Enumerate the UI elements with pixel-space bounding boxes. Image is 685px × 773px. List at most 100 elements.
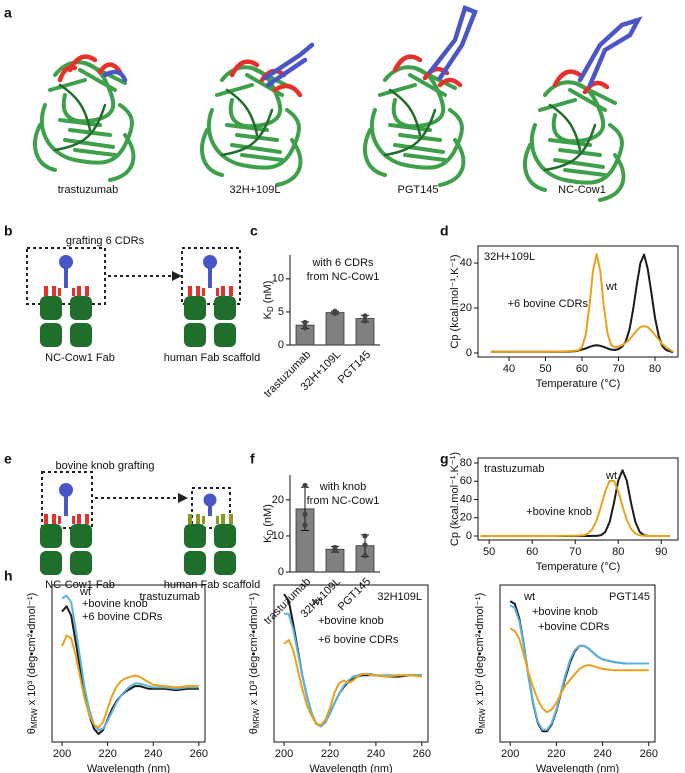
y-axis-label: θMRW x 10³ (deg•cm²•dmol⁻¹) bbox=[248, 593, 261, 735]
data-point bbox=[302, 482, 308, 489]
chart-annotation: trastuzumab bbox=[139, 591, 200, 603]
x-tick-label: PGT145 bbox=[336, 576, 373, 613]
antibody bbox=[184, 493, 236, 575]
cdr-loops bbox=[552, 69, 610, 95]
structure-label: PGT145 bbox=[398, 184, 439, 196]
structure-label: NC-Cow1 bbox=[558, 184, 606, 196]
x-tick-label: 60 bbox=[526, 546, 538, 558]
x-tick-label: 200 bbox=[501, 748, 519, 760]
x-axis-label: Temperature (°C) bbox=[536, 561, 620, 573]
antibody bbox=[40, 255, 92, 347]
structure-ribbon bbox=[33, 60, 136, 183]
data-point bbox=[362, 542, 368, 548]
structure-label: 32H+109L bbox=[229, 184, 280, 196]
y-axis-label-sub: MRW bbox=[30, 708, 39, 728]
plot-frame bbox=[51, 584, 206, 743]
antibody bbox=[40, 483, 92, 575]
y-tick-label: 0 bbox=[278, 566, 284, 578]
series-label: wt bbox=[605, 281, 617, 293]
data-point bbox=[302, 319, 308, 326]
chart-annotation: PGT145 bbox=[609, 591, 650, 603]
diagram-target: human Fab scaffold bbox=[164, 352, 260, 364]
series-label: +bovine knob bbox=[526, 506, 592, 518]
structure-label: trastuzumab bbox=[58, 184, 119, 196]
panel-letter: c bbox=[250, 223, 258, 239]
x-tick-label: 220 bbox=[321, 748, 339, 760]
x-tick-label: 80 bbox=[612, 546, 624, 558]
x-tick-label: 220 bbox=[547, 748, 565, 760]
x-axis-label: Wavelength (nm) bbox=[536, 763, 619, 773]
panel-letter: a bbox=[4, 5, 12, 21]
panel-letter: g bbox=[440, 451, 449, 467]
y-axis-label: KD (nM) bbox=[262, 281, 275, 320]
plot-frame bbox=[477, 245, 679, 358]
chart-title: from NC-Cow1 bbox=[307, 271, 380, 283]
y-tick-label: 0 bbox=[466, 530, 472, 542]
y-axis-label: Cp (kcal.mol⁻¹.K⁻¹) bbox=[449, 254, 461, 348]
x-tick-label: 80 bbox=[649, 363, 661, 375]
data-point bbox=[302, 511, 308, 517]
series-line bbox=[509, 627, 649, 714]
data-point bbox=[332, 546, 338, 552]
x-axis-label: Wavelength (nm) bbox=[87, 763, 170, 773]
y-axis-label: Cp (kcal.mol⁻¹.K⁻¹) bbox=[449, 452, 461, 546]
data-point bbox=[362, 553, 368, 559]
y-axis-label-unit: x 10³ (deg•cm²•dmol⁻¹) bbox=[26, 593, 38, 706]
y-tick-label: 20 bbox=[272, 494, 284, 506]
series-label: +6 bovine CDRs bbox=[318, 634, 399, 646]
x-tick-label: 70 bbox=[569, 546, 581, 558]
y-tick-label: 20 bbox=[460, 302, 472, 314]
data-point bbox=[302, 522, 308, 528]
series-line bbox=[490, 253, 674, 353]
plot-frame bbox=[273, 584, 429, 743]
knob-loop bbox=[577, 16, 643, 88]
series-label: wt bbox=[311, 596, 323, 608]
x-tick-label: 200 bbox=[53, 748, 71, 760]
y-tick-label: 10 bbox=[272, 530, 284, 542]
y-axis-label-sub: MRW bbox=[478, 708, 487, 728]
y-axis-label-main: θ bbox=[26, 728, 38, 734]
y-tick-label: 20 bbox=[460, 512, 472, 524]
x-axis-label: Temperature (°C) bbox=[536, 378, 620, 390]
y-axis-label: θMRW x 10³ (deg•cm²•dmol⁻¹) bbox=[26, 593, 39, 735]
x-tick-label: 90 bbox=[655, 546, 667, 558]
y-tick-label: 10 bbox=[272, 273, 284, 285]
chart-annotation: trastuzumab bbox=[484, 463, 545, 475]
knob-loop bbox=[427, 5, 478, 81]
panel-letter: f bbox=[250, 451, 255, 467]
x-tick-label: 260 bbox=[413, 748, 431, 760]
y-axis-label-sub: D bbox=[266, 306, 275, 312]
series-label: wt bbox=[523, 591, 535, 603]
panel-letter: e bbox=[4, 451, 12, 467]
structure-ribbon bbox=[363, 65, 466, 187]
series-line bbox=[284, 612, 422, 728]
y-axis-label: θMRW x 10³ (deg•cm²•dmol⁻¹) bbox=[474, 593, 487, 735]
series-line bbox=[283, 639, 422, 726]
x-tick-label: PGT145 bbox=[336, 349, 373, 386]
dashed-box bbox=[26, 247, 106, 305]
x-tick-label: 240 bbox=[367, 748, 385, 760]
chart-title: with knob bbox=[319, 481, 366, 493]
x-tick-label: 220 bbox=[98, 748, 116, 760]
x-tick-label: 40 bbox=[503, 363, 515, 375]
dashed-box bbox=[191, 487, 231, 529]
series-line bbox=[509, 604, 649, 731]
y-axis-label-unit: (nM) bbox=[262, 504, 274, 527]
chart-title: from NC-Cow1 bbox=[307, 495, 380, 507]
y-axis-label-main: K bbox=[262, 311, 274, 319]
y-tick-label: 0 bbox=[278, 339, 284, 351]
y-tick-label: 80 bbox=[460, 457, 472, 469]
data-point bbox=[302, 325, 308, 331]
x-tick-label: 70 bbox=[612, 363, 624, 375]
plot-frame bbox=[499, 584, 656, 743]
x-tick-label: 260 bbox=[640, 748, 658, 760]
plot-frame bbox=[477, 457, 679, 541]
panel-letter: d bbox=[440, 223, 449, 239]
y-axis-label-unit: x 10³ (deg•cm²•dmol⁻¹) bbox=[248, 593, 260, 706]
data-point bbox=[332, 308, 338, 314]
x-tick-label: 260 bbox=[190, 748, 208, 760]
panel-letter: h bbox=[4, 568, 13, 584]
series-line bbox=[480, 479, 670, 537]
arrow-head bbox=[172, 271, 182, 281]
series-label: wt bbox=[605, 470, 617, 482]
